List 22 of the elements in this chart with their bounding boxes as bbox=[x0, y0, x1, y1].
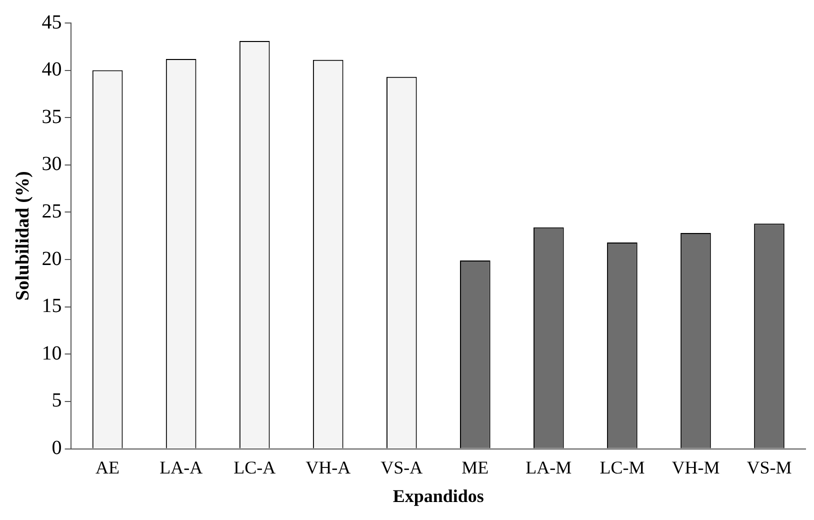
x-tick-label: VH-M bbox=[672, 457, 720, 478]
x-tick-label: LC-A bbox=[234, 457, 276, 478]
y-tick-label: 15 bbox=[42, 295, 62, 318]
x-tick-label: LC-M bbox=[600, 457, 645, 478]
y-tick-label: 30 bbox=[42, 153, 62, 176]
y-tick-label: 20 bbox=[42, 248, 62, 270]
y-axis-title: Solubilidad (%) bbox=[12, 171, 34, 301]
y-tick-label: 0 bbox=[52, 437, 62, 460]
x-axis-title: Expandidos bbox=[392, 486, 484, 506]
y-tick-label: 10 bbox=[42, 342, 62, 364]
x-tick-label: VS-A bbox=[380, 457, 423, 478]
y-tick-label: 40 bbox=[42, 58, 62, 81]
x-tick-label: VS-M bbox=[746, 457, 792, 478]
x-tick-label: LA-A bbox=[160, 457, 203, 478]
x-tick-label: ME bbox=[462, 457, 489, 478]
y-tick-label: 35 bbox=[42, 106, 62, 128]
x-tick-label: AE bbox=[96, 457, 120, 478]
y-tick-label: 5 bbox=[52, 390, 62, 412]
x-tick-label: VH-A bbox=[306, 457, 351, 478]
y-tick-label: 45 bbox=[42, 11, 62, 34]
y-tick-label: 25 bbox=[42, 200, 62, 222]
x-tick-label: LA-M bbox=[526, 457, 572, 478]
